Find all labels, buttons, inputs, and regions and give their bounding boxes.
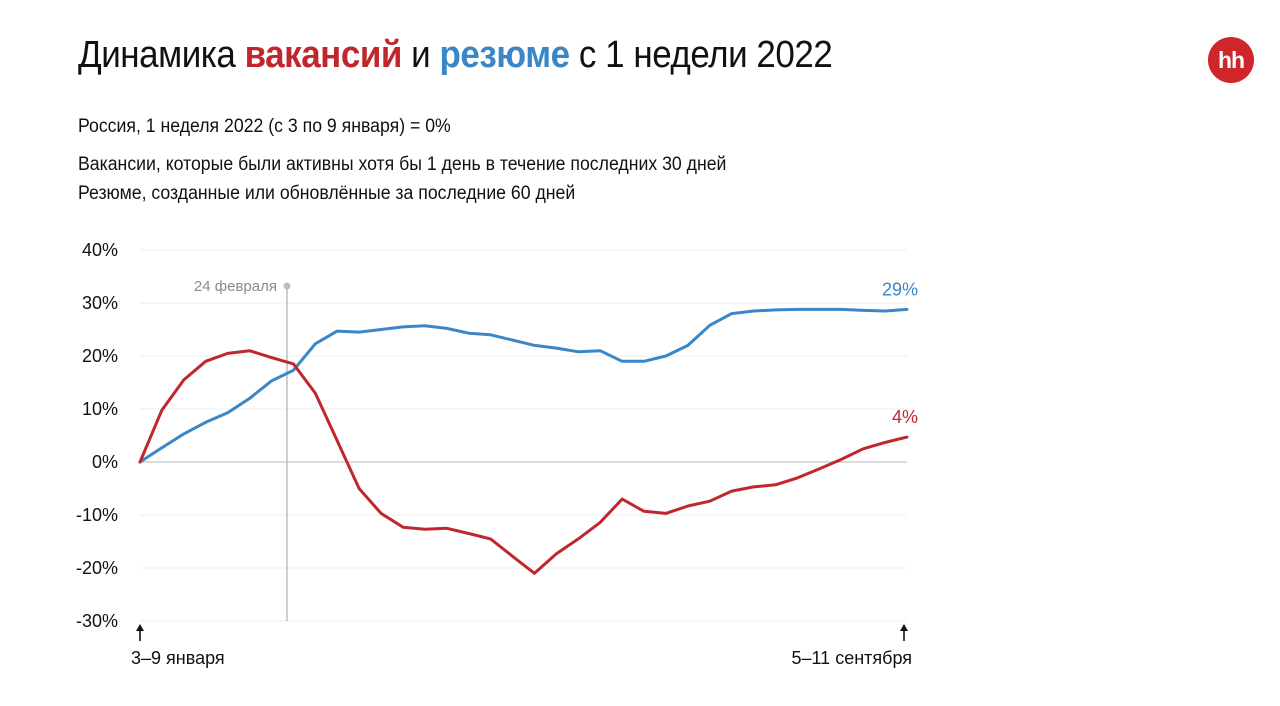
feb24-annotation: 24 февраля (194, 278, 291, 621)
title-resumes-highlight: резюме (439, 34, 570, 76)
vacancies-definition: Вакансии, которые были активны хотя бы 1… (78, 154, 727, 175)
y-tick-label: 0% (92, 452, 118, 472)
y-tick-label: -30% (76, 611, 118, 631)
x-start-label: 3–9 января (131, 648, 225, 668)
series-lines (138, 307, 909, 575)
y-tick-label: -10% (76, 505, 118, 525)
title-vacancies-highlight: вакансий (244, 34, 403, 76)
page-title: Динамика вакансий и резюме с 1 недели 20… (78, 34, 833, 77)
title-part-3: и (401, 34, 440, 76)
y-tick-label: 30% (82, 293, 118, 313)
end-label: 29% (882, 279, 918, 299)
series-line-resumes (138, 307, 909, 464)
title-part-1: Динамика (78, 34, 245, 76)
x-end-label: 5–11 сентября (791, 648, 912, 668)
grid-lines (140, 249, 907, 622)
baseline-note: Россия, 1 неделя 2022 (с 3 по 9 января) … (78, 116, 451, 137)
feb24-marker-dot (283, 282, 291, 290)
logo-text: hh (1217, 46, 1245, 73)
x-arrow-head-icon (900, 624, 908, 631)
y-tick-label: 40% (82, 240, 118, 260)
y-tick-label: 20% (82, 346, 118, 366)
end-label: 4% (892, 407, 918, 427)
title-part-5: с 1 недели 2022 (569, 34, 833, 76)
x-axis-labels: 3–9 января 5–11 сентября (131, 624, 912, 668)
resumes-definition: Резюме, созданные или обновлённые за пос… (78, 183, 576, 204)
y-tick-label: 10% (82, 399, 118, 419)
hh-logo: hh (1208, 37, 1254, 83)
feb24-label: 24 февраля (194, 278, 277, 295)
y-axis-labels: 40% 30% 20% 10% 0% -10% -20% -30% (76, 240, 118, 631)
y-tick-label: -20% (76, 558, 118, 578)
end-value-labels: 4% 29% (882, 279, 918, 427)
series-line-vacancies (138, 349, 909, 575)
x-arrow-head-icon (136, 624, 144, 631)
